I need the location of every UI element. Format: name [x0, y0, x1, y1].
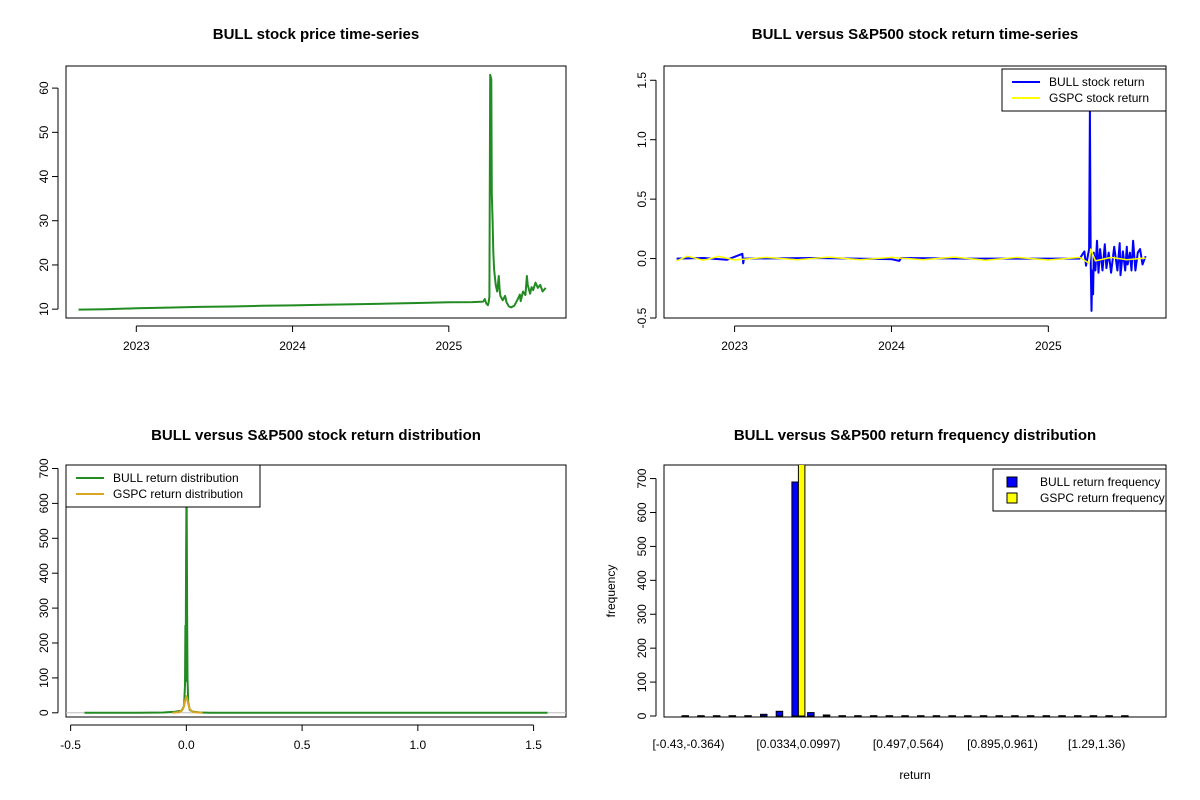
returns-legend-label: BULL stock return — [1049, 75, 1145, 89]
price-y-tick-label: 60 — [37, 81, 51, 95]
density-legend-label: BULL return distribution — [113, 471, 239, 485]
price-y-tick-label: 50 — [37, 125, 51, 139]
returns-plot-frame — [663, 65, 1167, 319]
density-legend-box — [65, 464, 261, 508]
density-y-tick-label: 600 — [37, 493, 51, 513]
returns-y-tick-label: 1.5 — [635, 72, 649, 89]
frequency-bar-bull — [807, 712, 815, 717]
price-series-group — [78, 73, 547, 311]
returns-y-tick-label: 0.5 — [635, 190, 649, 207]
frequency-y-tick-label: 700 — [635, 468, 649, 488]
frequency-y-tick-label: 300 — [635, 604, 649, 624]
frequency-x-tick-label: [0.497,0.564) — [873, 737, 944, 751]
frequency-y-tick-label: 600 — [635, 502, 649, 522]
returns-y-tick-label: 1.0 — [635, 131, 649, 148]
returns-chart-title: BULL versus S&P500 stock return time-ser… — [752, 26, 1079, 43]
price-y-tick-label: 30 — [37, 214, 51, 228]
density-series-group — [84, 488, 548, 714]
returns-x-tick-label: 2025 — [1035, 339, 1062, 353]
frequency-y-tick-label: 400 — [635, 570, 649, 590]
frequency-bar-bull — [822, 714, 831, 717]
returns-series-line-0 — [676, 109, 1147, 312]
returns-y-tick-label: 0.0 — [635, 250, 649, 267]
frequency-x-axis-title: return — [899, 768, 930, 782]
density-series-line-0 — [84, 488, 548, 714]
frequency-legend-box — [992, 468, 1167, 512]
density-y-tick-label: 500 — [37, 528, 51, 548]
returns-x-tick-label: 2024 — [878, 339, 905, 353]
price-x-tick-label: 2023 — [123, 339, 150, 353]
density-y-tick-label: 200 — [37, 633, 51, 653]
density-x-tick-label: 0.5 — [294, 738, 311, 752]
frequency-chart-title: BULL versus S&P500 return frequency dist… — [734, 427, 1096, 444]
frequency-bar-bull — [791, 481, 799, 717]
price-x-tick-label: 2024 — [279, 339, 306, 353]
density-y-tick-label: 300 — [37, 598, 51, 618]
density-series-line-1 — [172, 695, 203, 714]
price-series-line-0 — [78, 73, 547, 311]
density-x-tick-label: -0.5 — [60, 738, 81, 752]
density-legend-label: GSPC return distribution — [113, 487, 243, 501]
frequency-x-tick-label: [-0.43,-0.364) — [652, 737, 724, 751]
frequency-y-tick-label: 200 — [635, 638, 649, 658]
returns-series-group — [676, 109, 1147, 312]
price-y-tick-label: 10 — [37, 302, 51, 316]
frequency-bar-bull — [760, 713, 768, 717]
frequency-x-tick-label: [1.29,1.36) — [1068, 737, 1125, 751]
frequency-bar-bull — [775, 710, 784, 717]
price-chart-title: BULL stock price time-series — [213, 26, 419, 43]
returns-legend-label: GSPC stock return — [1049, 91, 1149, 105]
frequency-legend-swatch — [1006, 492, 1018, 504]
frequency-y-tick-label: 500 — [635, 536, 649, 556]
frequency-legend-label: BULL return frequency — [1040, 475, 1160, 489]
frequency-y-tick-label: 100 — [635, 672, 649, 692]
frequency-plot-frame — [663, 464, 1167, 718]
frequency-y-axis-title: frequency — [604, 565, 618, 618]
density-y-tick-label: 400 — [37, 563, 51, 583]
density-y-tick-label: 0 — [37, 709, 51, 716]
price-x-tick-label: 2025 — [435, 339, 462, 353]
frequency-x-tick-label: [0.0334,0.0997) — [756, 737, 840, 751]
frequency-legend-swatch — [1006, 476, 1018, 488]
frequency-x-tick-label: [0.895,0.961) — [967, 737, 1038, 751]
returns-x-tick-label: 2023 — [721, 339, 748, 353]
frequency-bar-gspc — [797, 465, 806, 717]
returns-series-line-1 — [676, 248, 1146, 265]
frequency-y-tick-label: 0 — [635, 712, 649, 719]
returns-legend-box — [1001, 68, 1167, 112]
density-y-tick-label: 100 — [37, 668, 51, 688]
density-x-tick-label: 0.0 — [178, 738, 195, 752]
price-y-tick-label: 40 — [37, 170, 51, 184]
frequency-bars-group — [681, 465, 1129, 717]
density-plot-frame — [65, 464, 567, 718]
price-plot-frame — [65, 65, 567, 319]
density-x-tick-label: 1.5 — [525, 738, 542, 752]
frequency-legend-label: GSPC return frequency — [1040, 491, 1165, 505]
price-y-tick-label: 20 — [37, 258, 51, 272]
density-chart-title: BULL versus S&P500 stock return distribu… — [151, 427, 481, 444]
returns-y-tick-label: -0.5 — [635, 307, 649, 328]
density-x-tick-label: 1.0 — [410, 738, 427, 752]
density-y-tick-label: 700 — [37, 458, 51, 478]
